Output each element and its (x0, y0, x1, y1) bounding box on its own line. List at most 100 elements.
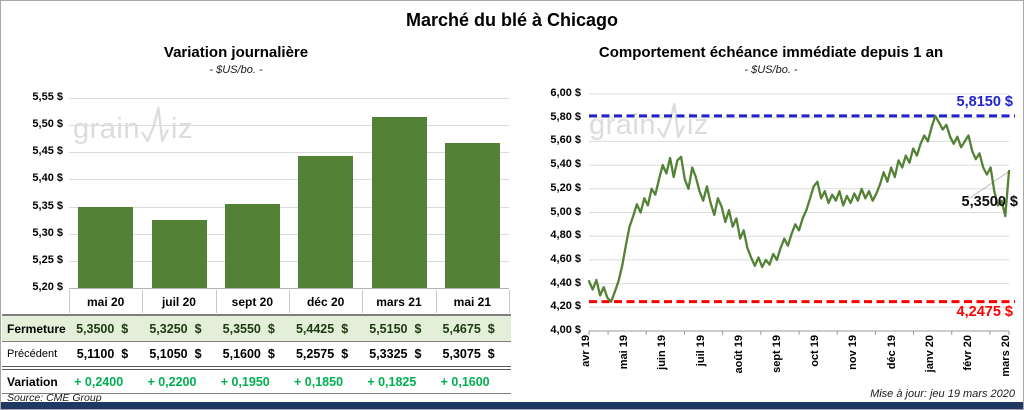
low-level-label: 4,2475 $ (956, 304, 1013, 320)
x-tick-label: mai 21 (453, 295, 492, 309)
bar-chart-y-axis: 5,55 $ 5,50 $ 5,45 $ 5,40 $ 5,35 $ 5,30 $ 5,25… (1, 91, 63, 293)
y-tick-label: 5,40 $ (32, 172, 63, 185)
watermark-text: grain (589, 109, 656, 141)
axis-tick (142, 290, 144, 313)
x-tick-label: juil 20 (161, 295, 196, 309)
bar-chart-x-axis: mai 20 juil 20 sept 20 déc 20 mars 21 mai 21 (69, 290, 510, 313)
bar-chart-title: Variation journalière (163, 44, 309, 61)
last-price-label: 5,3500 $ (961, 194, 1018, 210)
x-tick-label: oct 19 (809, 335, 822, 367)
table-cell: 5,4675 $ (442, 321, 495, 336)
y-tick-label: 5,60 $ (550, 134, 581, 147)
y-tick-label: 5,50 $ (32, 118, 63, 131)
table-cell: 5,5150 $ (369, 321, 422, 336)
y-tick-label: 5,00 $ (550, 205, 581, 218)
line-chart-y-axis: 6,00 $ 5,80 $ 5,60 $ 5,40 $ 5,20 $ 5,00 $ 4,80… (529, 1, 581, 351)
page-title: Marché du blé à Chicago (405, 10, 619, 30)
x-tick-label: sept 19 (770, 335, 783, 373)
gridline (69, 288, 509, 289)
y-tick-label: 5,45 $ (32, 145, 63, 158)
x-tick-label: août 19 (732, 335, 745, 374)
y-tick-label: 5,25 $ (32, 253, 63, 266)
x-tick-label: mars 21 (376, 295, 422, 309)
bar (444, 142, 500, 288)
gridline (69, 233, 509, 235)
y-tick-label: 4,40 $ (550, 276, 581, 289)
table-cell: 5,2575 $ (295, 347, 349, 361)
y-tick-label: 5,40 $ (550, 158, 581, 171)
table-cell: 5,3500 $ (76, 321, 129, 336)
table-row: Fermeture 5,3500 $ 5,3250 $ 5,3550 $ 5,4425 $ 5,5… (2, 316, 511, 342)
y-tick-label: 4,00 $ (550, 324, 581, 336)
table-cell: 5,3250 $ (149, 321, 202, 336)
row-label: Variation (7, 374, 58, 389)
bar (78, 206, 134, 288)
x-tick-label: janv 20 (923, 335, 936, 373)
grainwiz-watermark: grain iz (589, 101, 709, 140)
high-level-label: 5,8150 $ (956, 94, 1013, 110)
source-note: Source: CME Group (7, 392, 102, 404)
x-tick-label: avr 19 (580, 335, 592, 367)
gridline (69, 206, 509, 208)
brand-bar (1, 402, 1023, 409)
x-tick-label: juin 19 (656, 335, 669, 370)
table-cell: + 0,1950 (220, 374, 270, 389)
x-tick-label: mai 20 (86, 295, 125, 309)
gridline (69, 260, 509, 262)
table-cell: + 0,2400 (74, 374, 124, 389)
x-tick-label: sept 20 (231, 295, 274, 309)
x-tick-label: févr 20 (961, 335, 974, 371)
bar-chart-plot: grain iz (69, 98, 509, 289)
table-cell: 5,4425 $ (295, 321, 349, 336)
gridline (69, 179, 509, 181)
bar (298, 156, 354, 288)
table-row: Précédent 5,1100 $ 5,1050 $ 5,1600 $ 5,2575 $ 5,3… (2, 342, 511, 370)
table-cell: 5,3325 $ (369, 347, 422, 361)
axis-tick (69, 290, 70, 313)
y-tick-label: 5,55 $ (32, 91, 63, 103)
x-tick-label: mars 20 (1000, 335, 1012, 377)
y-tick-label: 5,30 $ (32, 226, 63, 239)
updated-note: Mise à jour: jeu 19 mars 2020 (870, 388, 1015, 400)
bar (151, 220, 207, 288)
table-cell: + 0,1850 (294, 374, 344, 389)
y-tick-label: 5,20 $ (550, 181, 581, 194)
table-cell: + 0,1600 (440, 374, 490, 389)
y-tick-label: 5,35 $ (32, 199, 63, 212)
spike-w-icon (657, 102, 686, 139)
axis-tick (509, 290, 510, 313)
table-cell: 5,1050 $ (149, 347, 202, 361)
gridline (69, 98, 509, 99)
table-cell: 5,1100 $ (76, 347, 129, 361)
bar-chart-subtitle: - $US/bo. - (209, 64, 263, 76)
x-tick-label: déc 19 (885, 335, 898, 370)
line-chart-title: Comportement échéance immédiate depuis 1… (598, 44, 944, 61)
y-tick-label: 4,60 $ (550, 252, 581, 265)
watermark-text: grain (73, 113, 140, 145)
y-tick-label: 5,80 $ (550, 110, 581, 123)
x-tick-label: déc 20 (306, 295, 345, 309)
gridline (69, 152, 509, 154)
table-row: Variation + 0,2400 + 0,2200 + 0,1950 + 0,185… (2, 370, 511, 394)
y-tick-label: 5,20 $ (32, 281, 63, 293)
price-series-line (587, 114, 1011, 303)
y-tick-label: 4,80 $ (550, 229, 581, 242)
axis-tick (215, 290, 217, 313)
axis-tick (289, 290, 290, 313)
axis-tick (435, 290, 437, 313)
axis-tick (362, 290, 364, 313)
spike-w-icon (141, 106, 170, 143)
bar (224, 203, 280, 288)
table-cell: 5,3550 $ (222, 321, 275, 336)
bar (371, 117, 427, 288)
y-tick-label: 4,20 $ (550, 300, 581, 313)
quotes-table: Fermeture 5,3500 $ 5,3250 $ 5,3550 $ 5,4425 $ 5,5… (2, 314, 511, 394)
row-label: Fermeture (7, 321, 66, 336)
line-chart-subtitle: - $US/bo. - (744, 64, 798, 76)
grainwiz-watermark: grain iz (73, 105, 193, 144)
gridline (69, 125, 509, 127)
x-tick-label: nov 19 (847, 335, 860, 370)
y-tick-label: 6,00 $ (550, 87, 581, 99)
row-label: Précédent (7, 348, 58, 360)
